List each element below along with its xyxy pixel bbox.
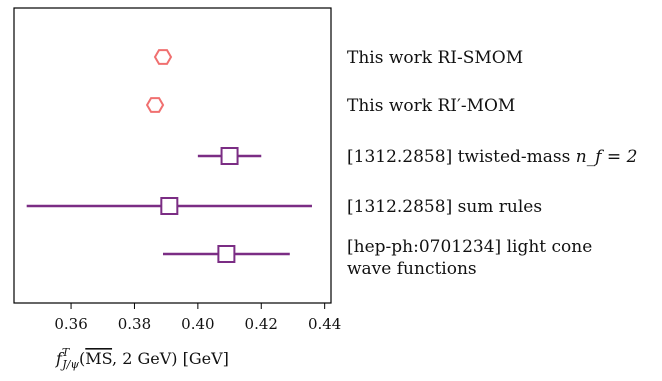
hexagon-marker <box>153 49 173 65</box>
x-axis-label-rest: , 2 GeV) [GeV] <box>112 349 229 368</box>
square-marker <box>217 245 236 263</box>
x-axis-label-superscript: T <box>62 346 71 359</box>
point-label-line2: wave functions <box>347 259 477 279</box>
hexagon-marker <box>145 97 165 113</box>
x-tick-label: 0.40 <box>181 315 214 333</box>
x-tick-label: 0.36 <box>54 315 87 333</box>
plot-frame <box>13 7 332 304</box>
point-label: This work RI′-MOM <box>347 96 515 116</box>
x-tick-label: 0.38 <box>118 315 151 333</box>
x-axis-label: fT J/ψ(MS, 2 GeV) [GeV] <box>55 346 229 371</box>
data-point <box>145 97 165 113</box>
x-tick-label: 0.44 <box>308 315 341 333</box>
point-label: [1312.2858] sum rules <box>347 197 542 217</box>
square-marker <box>220 147 239 165</box>
data-point <box>162 245 290 263</box>
data-point <box>26 197 312 215</box>
data-point <box>197 147 262 165</box>
x-axis-label-subscript: J/ψ <box>60 358 79 371</box>
point-label: [1312.2858] twisted-mass n_f = 2 <box>347 147 637 167</box>
x-axis-label-scheme: MS <box>85 349 112 368</box>
point-label: This work RI-SMOM <box>347 48 523 68</box>
square-marker <box>160 197 179 215</box>
x-axis-label-symbol: f <box>55 349 65 368</box>
data-point <box>153 49 173 65</box>
point-label: [hep-ph:0701234] light cone <box>347 237 592 257</box>
x-tick-label: 0.42 <box>245 315 278 333</box>
